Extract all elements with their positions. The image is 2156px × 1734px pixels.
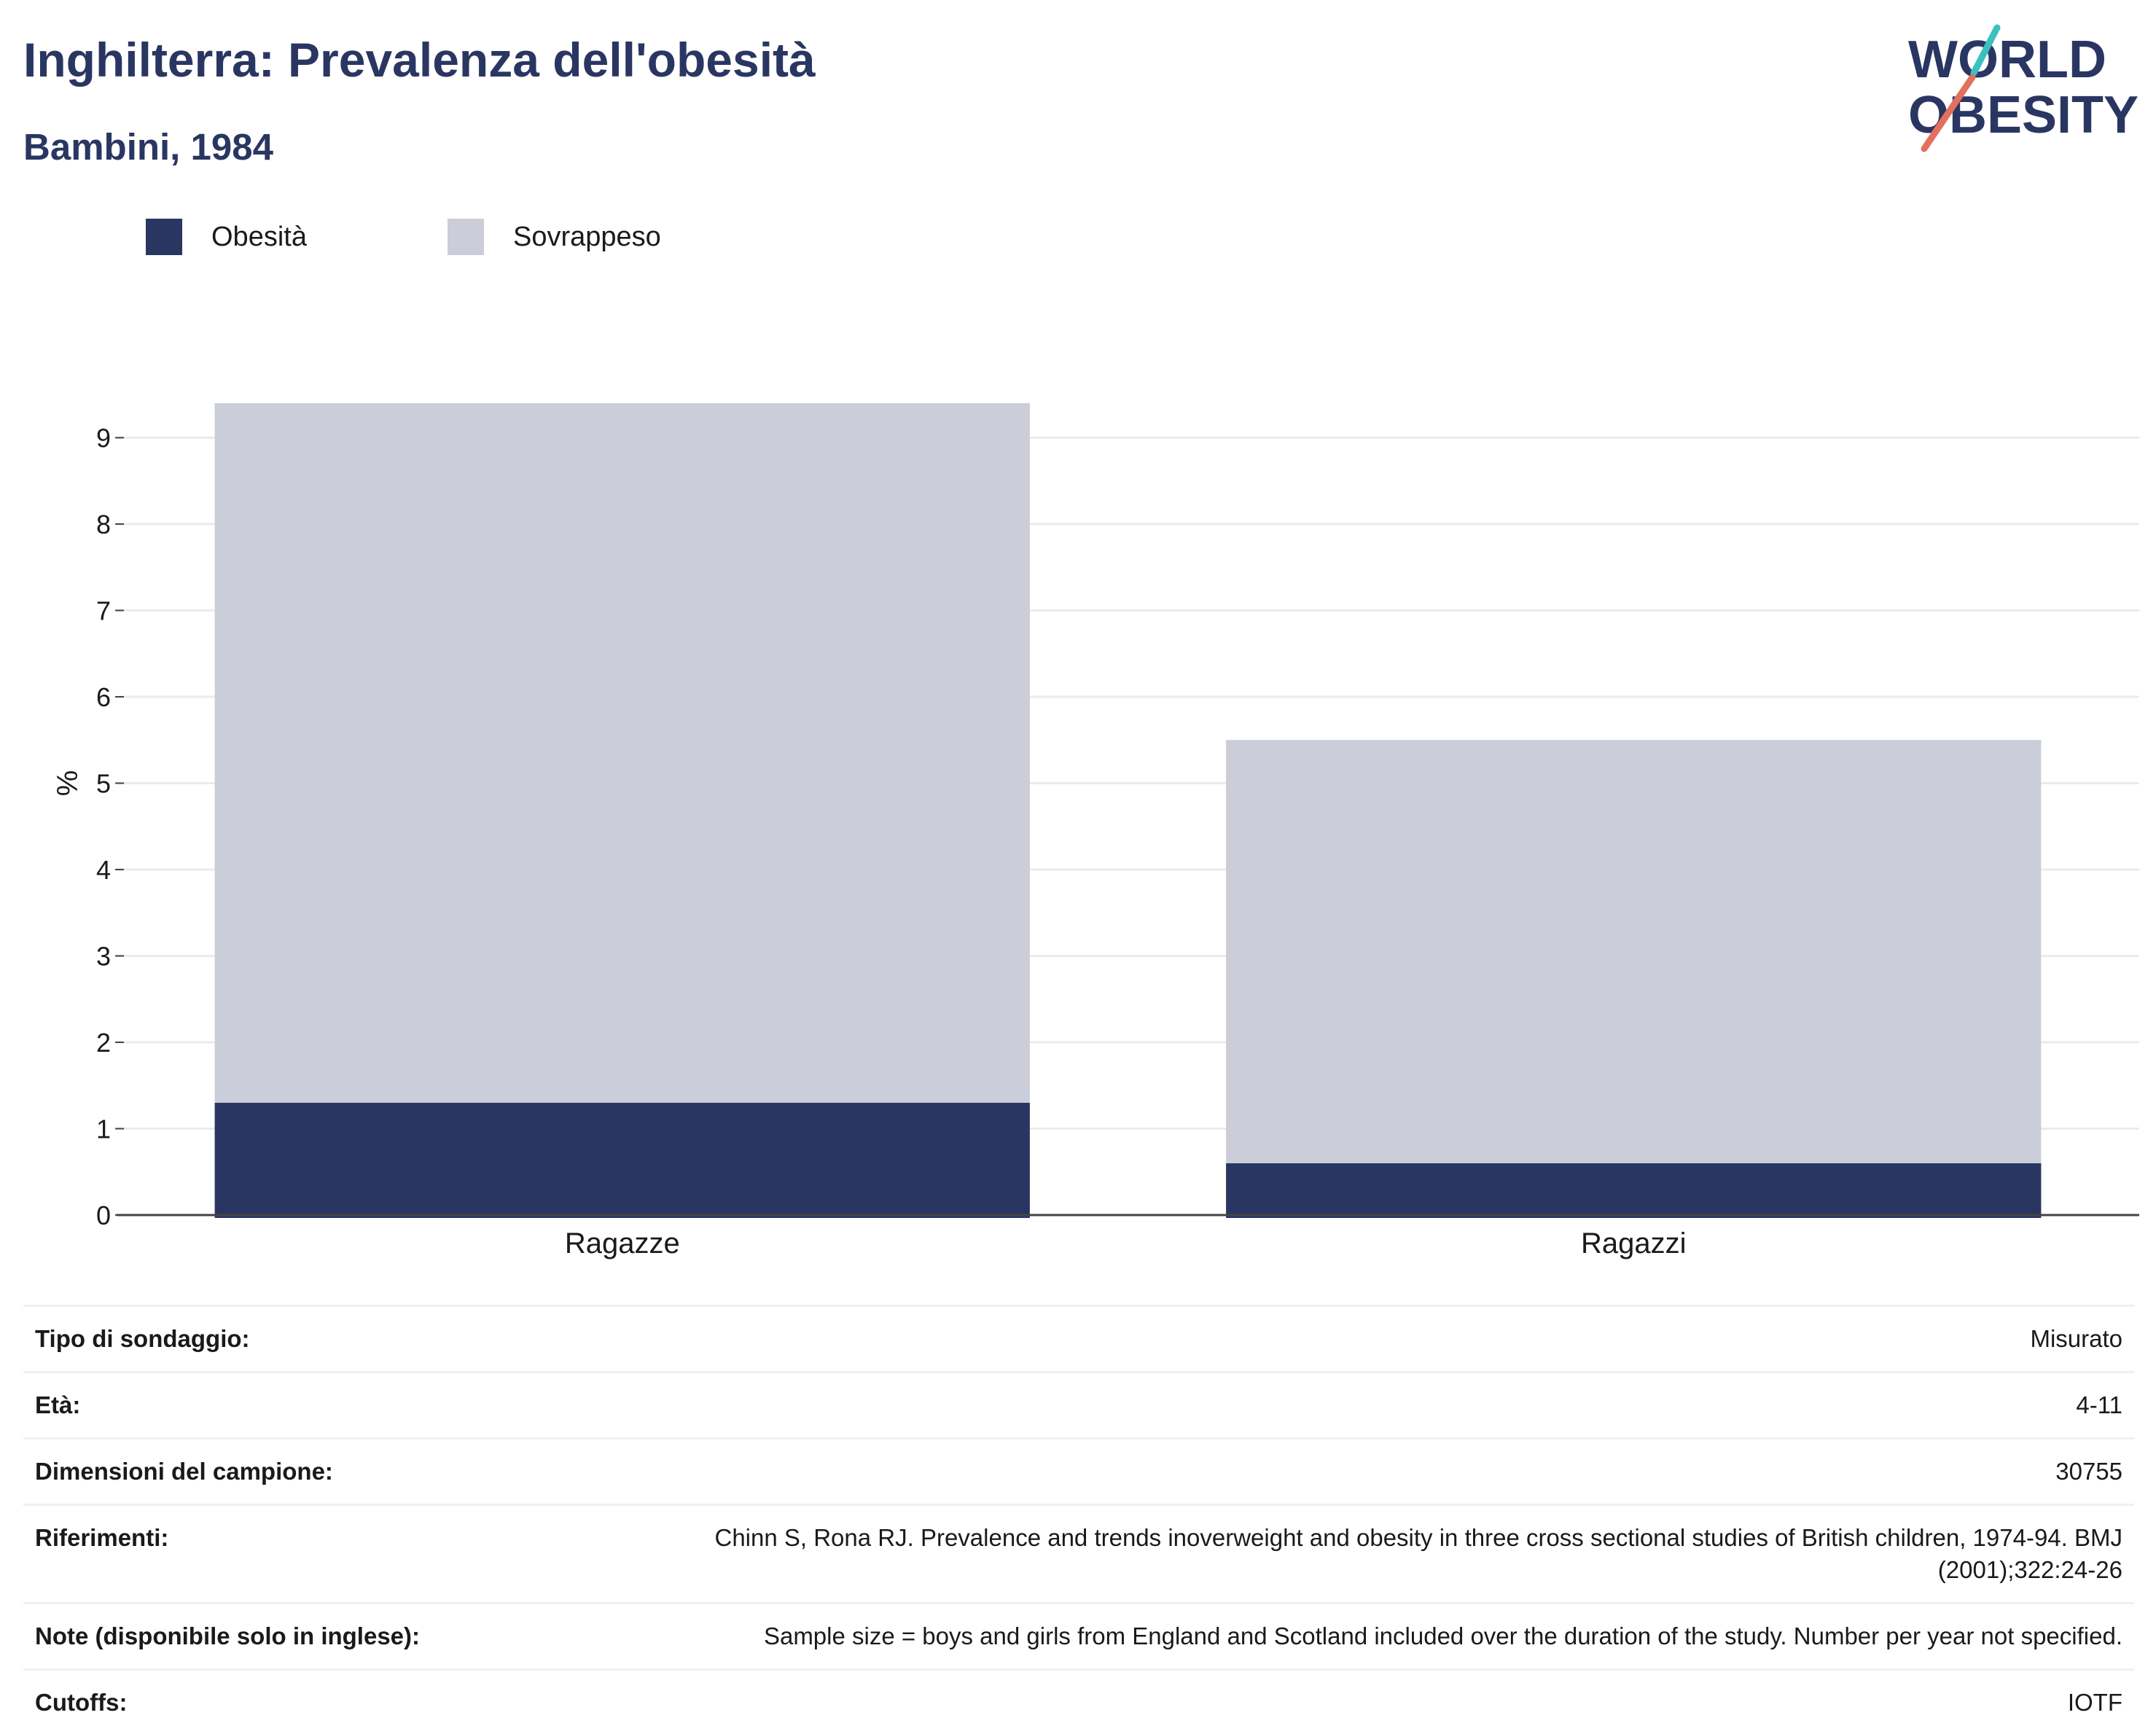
y-tick-label: 7 [96, 596, 111, 626]
bar-overweight-0[interactable] [214, 403, 1030, 1103]
axis-labels: 0 1 2 3 4 5 6 7 8 9% Ragazze Ragazzi [50, 423, 1687, 1260]
meta-value: Sample size = boys and girls from Englan… [763, 1622, 2122, 1649]
stacked-bar-chart: 0 1 2 3 4 5 6 7 8 9% Ragazze Ragazzi [50, 403, 2139, 1260]
bar-obesity-0[interactable] [214, 1102, 1030, 1218]
meta-row: Riferimenti: Chinn S, Rona RJ. Prevalence… [23, 1504, 2134, 1602]
meta-label: Dimensioni del campione: [35, 1458, 333, 1485]
legend-label-obesity: Obesità [211, 221, 307, 252]
meta-value: IOTF [2067, 1689, 2122, 1716]
chart-title: Inghilterra: Prevalenza dell'obesità [23, 33, 816, 87]
y-tick-label: 9 [96, 423, 111, 453]
legend-swatch-overweight [448, 219, 484, 255]
y-tick-label: 8 [96, 509, 111, 539]
y-tick-label: 4 [96, 855, 111, 885]
logo-text-obesity: OBESITY [1908, 86, 2139, 144]
bar-obesity-1[interactable] [1226, 1163, 2042, 1218]
meta-row: Tipo di sondaggio: Misurato [23, 1305, 2134, 1371]
meta-value: Chinn S, Rona RJ. Prevalence and trends … [714, 1524, 2122, 1583]
meta-value: 30755 [2055, 1458, 2122, 1485]
y-axis-label: % [50, 770, 82, 797]
meta-row: Età: 4-11 [23, 1371, 2134, 1437]
y-tick-label: 3 [96, 942, 111, 972]
legend-label-overweight: Sovrappeso [513, 221, 661, 252]
legend-item-overweight[interactable]: Sovrappeso [448, 219, 661, 255]
meta-label: Note (disponibile solo in inglese): [35, 1622, 421, 1649]
meta-value: Misurato [2030, 1325, 2122, 1352]
meta-row: Note (disponibile solo in inglese): Sampl… [23, 1602, 2134, 1668]
x-tick-label: Ragazze [565, 1227, 680, 1260]
legend-item-obesity[interactable]: Obesità [146, 219, 307, 255]
world-obesity-logo: WORLD OBESITY [1908, 24, 2139, 152]
bars [214, 403, 2042, 1218]
chart-subtitle: Bambini, 1984 [23, 126, 273, 168]
meta-row: Dimensioni del campione: 30755 [23, 1437, 2134, 1504]
legend-swatch-obesity [146, 219, 182, 255]
meta-label: Riferimenti: [35, 1524, 169, 1551]
meta-row: Cutoffs: IOTF [23, 1668, 2134, 1734]
y-tick-label: 2 [96, 1028, 111, 1058]
logo-slash-coral [1921, 74, 1976, 152]
y-tick-label: 6 [96, 682, 111, 712]
x-tick-label: Ragazzi [1581, 1227, 1687, 1260]
y-tick-label: 5 [96, 769, 111, 799]
meta-label: Età: [35, 1391, 81, 1418]
y-tick-label: 0 [96, 1200, 111, 1230]
logo-slash-teal [1970, 24, 2001, 77]
meta-value: 4-11 [2076, 1391, 2122, 1418]
metadata-table: Tipo di sondaggio: Misurato Età: 4-11 Dimens… [23, 1305, 2134, 1734]
y-tick-label: 1 [96, 1114, 111, 1144]
bar-overweight-1[interactable] [1226, 740, 2042, 1163]
meta-label: Tipo di sondaggio: [35, 1325, 250, 1352]
meta-label: Cutoffs: [35, 1689, 128, 1716]
logo-text-world: WORLD [1908, 31, 2106, 89]
